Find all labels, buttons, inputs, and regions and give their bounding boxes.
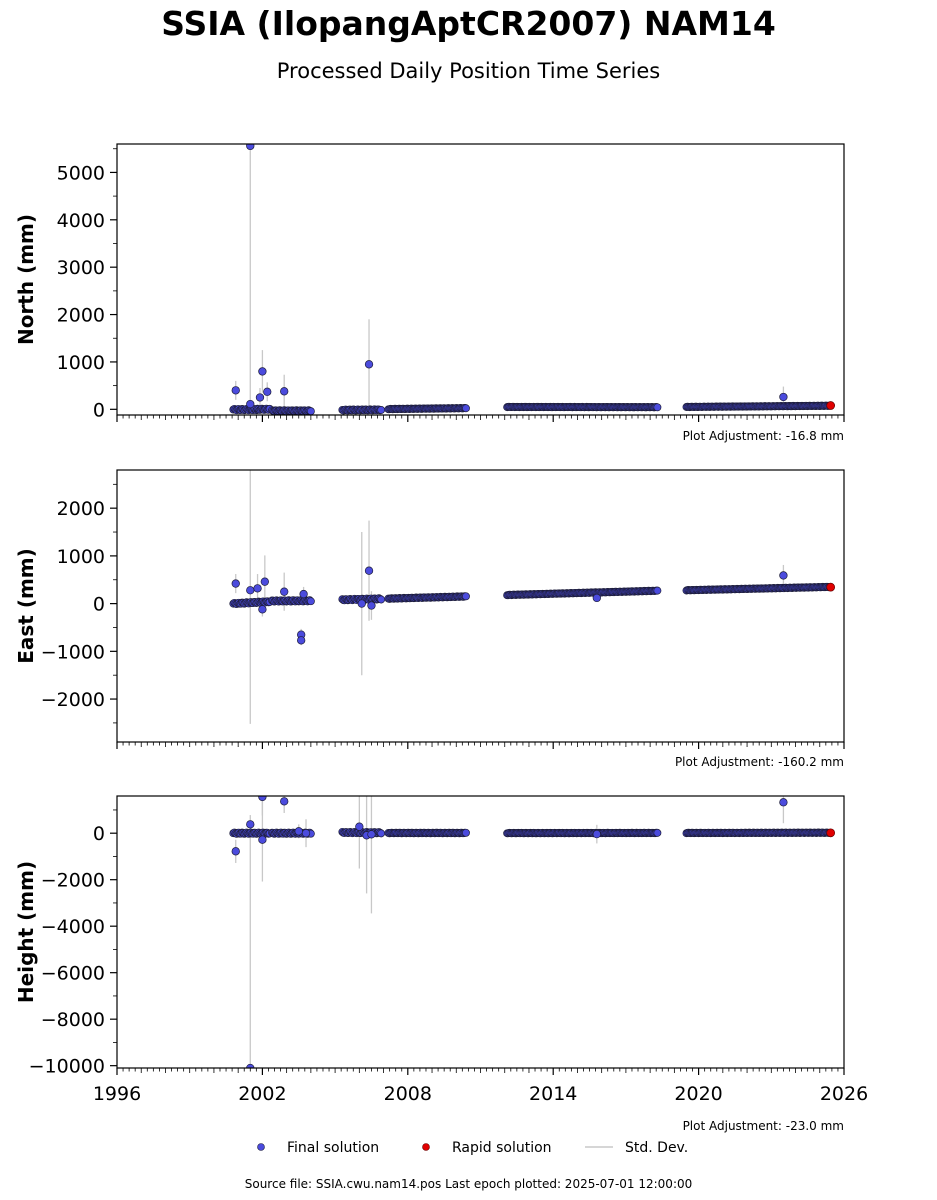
outlier-point bbox=[258, 796, 267, 802]
outlier-point bbox=[592, 593, 601, 603]
outlier-point bbox=[246, 820, 255, 829]
final-point bbox=[377, 829, 386, 838]
outlier-point bbox=[592, 829, 601, 839]
y-axis-label: East (mm) bbox=[14, 548, 38, 664]
outlier-point bbox=[246, 399, 255, 409]
final-point bbox=[653, 586, 662, 595]
rapid-point bbox=[826, 401, 836, 410]
outlier-point bbox=[364, 566, 374, 575]
outlier-point bbox=[255, 393, 265, 402]
y-tick-label: 1000 bbox=[57, 546, 105, 568]
outlier-point bbox=[367, 601, 376, 610]
y-tick-label: 0 bbox=[93, 594, 105, 616]
plot-area bbox=[229, 796, 836, 1068]
final-point bbox=[377, 406, 386, 414]
outlier-point bbox=[231, 847, 240, 856]
x-tick-label: 2008 bbox=[384, 1083, 432, 1105]
outlier-point bbox=[280, 387, 289, 396]
legend-rapid-marker bbox=[422, 1143, 430, 1151]
x-tick-label: 2026 bbox=[820, 1083, 868, 1105]
legend-final-marker bbox=[257, 1143, 265, 1151]
x-tick-label: 2020 bbox=[674, 1083, 722, 1105]
outlier-point bbox=[231, 579, 240, 588]
y-tick-label: −8000 bbox=[41, 1009, 105, 1031]
north-panel: 0 1000 2000 3000 4000 5000 North (mm) Plot Adju… bbox=[14, 143, 845, 443]
x-tick-label: 2002 bbox=[238, 1083, 286, 1105]
y-tick-label: 5000 bbox=[57, 162, 105, 184]
outlier-point bbox=[258, 367, 267, 376]
legend-stddev-label: Std. Dev. bbox=[625, 1140, 688, 1156]
outlier-point bbox=[779, 798, 788, 807]
outlier-point bbox=[779, 392, 788, 402]
plot-area bbox=[229, 470, 836, 724]
final-point bbox=[377, 595, 386, 604]
final-point bbox=[462, 592, 470, 601]
y-tick-label: −10000 bbox=[29, 1056, 105, 1078]
legend-rapid-label: Rapid solution bbox=[452, 1140, 552, 1156]
outlier-point bbox=[294, 827, 303, 836]
height-panel: 1996 2002 2008 2014 2020 2026 −10000 −8000 −6000… bbox=[14, 795, 868, 1133]
plot-area bbox=[229, 144, 836, 415]
y-tick-label: −6000 bbox=[41, 963, 105, 985]
y-tick-label: 2000 bbox=[57, 305, 105, 327]
plot-adjustment-label: Plot Adjustment: -160.2 mm bbox=[675, 755, 844, 769]
outlier-point bbox=[301, 829, 311, 838]
rapid-point bbox=[826, 582, 836, 592]
outlier-point bbox=[355, 822, 364, 831]
y-tick-label: −4000 bbox=[41, 916, 105, 938]
outlier-point bbox=[280, 797, 289, 806]
outlier-point bbox=[280, 587, 289, 596]
outlier-point bbox=[779, 571, 788, 580]
outlier-point bbox=[260, 577, 269, 586]
source-footer: Source file: SSIA.cwu.nam14.pos Last epo… bbox=[245, 1177, 693, 1191]
final-point bbox=[306, 407, 315, 415]
outlier-point bbox=[367, 830, 376, 839]
y-tick-label: 2000 bbox=[57, 498, 105, 520]
outlier-point bbox=[253, 584, 262, 593]
east-panel: −2000 −1000 0 1000 2000 East (mm) Plot Adjustm… bbox=[14, 469, 845, 769]
y-tick-label: 0 bbox=[93, 399, 105, 421]
final-point bbox=[306, 597, 315, 606]
x-tick-label: 1996 bbox=[93, 1083, 141, 1105]
outlier-point bbox=[263, 387, 272, 396]
y-tick-label: 4000 bbox=[57, 210, 105, 232]
final-point bbox=[653, 403, 662, 412]
outlier-point bbox=[231, 386, 240, 395]
y-axis-label: Height (mm) bbox=[14, 861, 38, 1003]
axes-frame bbox=[116, 469, 845, 743]
y-tick-label: −2000 bbox=[41, 870, 105, 892]
outlier-point bbox=[258, 605, 267, 614]
y-tick-label: 0 bbox=[93, 823, 105, 845]
figure-subtitle: Processed Daily Position Time Series bbox=[277, 59, 661, 83]
y-tick-label: 3000 bbox=[57, 257, 105, 279]
final-point bbox=[462, 404, 470, 413]
outlier-point bbox=[297, 636, 306, 645]
x-tick-label: 2014 bbox=[529, 1083, 577, 1105]
final-point bbox=[653, 828, 662, 837]
y-axis-label: North (mm) bbox=[14, 214, 38, 345]
legend-final-label: Final solution bbox=[287, 1140, 379, 1156]
y-tick-label: −2000 bbox=[41, 689, 105, 711]
plot-adjustment-label: Plot Adjustment: -23.0 mm bbox=[683, 1119, 844, 1133]
outlier-point bbox=[357, 599, 366, 608]
plot-adjustment-label: Plot Adjustment: -16.8 mm bbox=[683, 429, 844, 443]
final-point bbox=[462, 828, 470, 837]
y-tick-label: 1000 bbox=[57, 352, 105, 374]
legend: Final solution Rapid solution Std. Dev. bbox=[257, 1140, 688, 1156]
axes-frame bbox=[116, 143, 845, 416]
rapid-point bbox=[826, 828, 836, 838]
outlier-point bbox=[246, 586, 255, 595]
outlier-point bbox=[364, 360, 374, 369]
figure-title: SSIA (IlopangAptCR2007) NAM14 bbox=[161, 4, 776, 43]
outlier-point bbox=[258, 835, 267, 844]
outlier-point bbox=[246, 144, 255, 151]
outlier-point bbox=[299, 589, 308, 599]
y-tick-label: −1000 bbox=[41, 641, 105, 663]
